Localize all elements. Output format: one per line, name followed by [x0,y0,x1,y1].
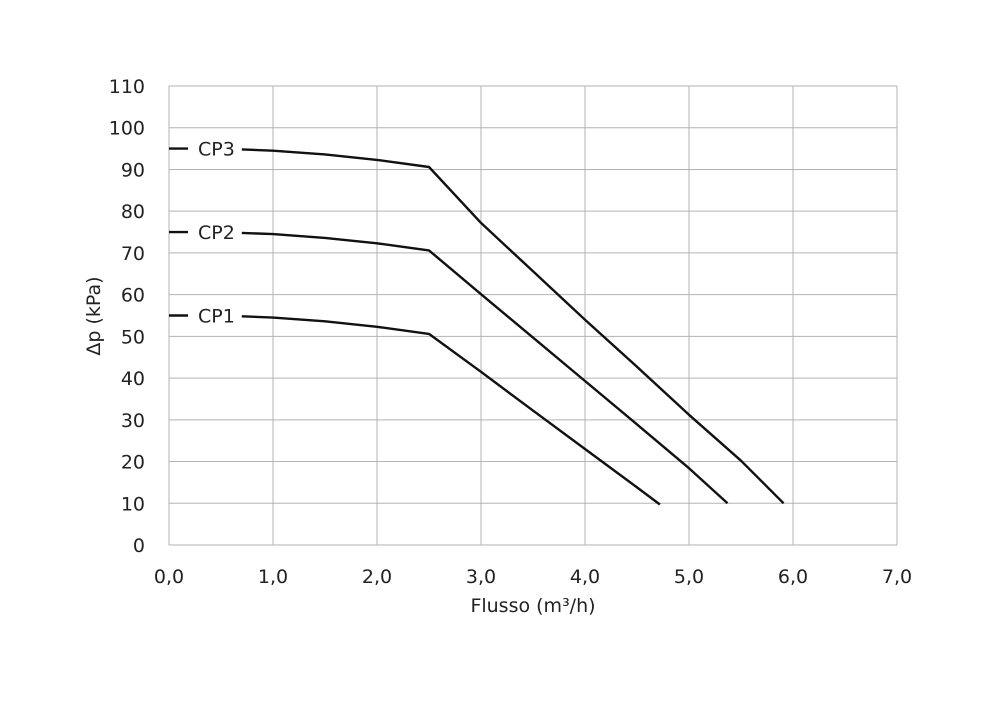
y-tick-label: 0 [133,535,145,557]
y-tick-label: 30 [121,410,145,432]
tick-labels: 0 10 20 30 40 50 60 70 80 90 100 110 0,0 1,0 2,0 3,0 4,0… [109,76,912,588]
x-tick-label: 6,0 [778,566,808,588]
series-cp1: CP1 [169,306,661,506]
series-cp3: CP3 [169,139,785,505]
y-tick-label: 10 [121,493,145,515]
x-tick-label: 3,0 [466,566,496,588]
y-tick-label: 90 [121,159,145,181]
series-cp2: CP2 [169,222,729,505]
y-tick-label: 40 [121,368,145,390]
series-group: CP1 CP2 CP3 [169,139,785,506]
y-tick-label: 50 [121,326,145,348]
series-line [241,231,729,505]
y-tick-label: 70 [121,243,145,265]
y-tick-label: 100 [109,118,145,140]
x-tick-label: 2,0 [362,566,392,588]
y-axis-title: Δp (kPa) [83,276,105,355]
series-label: CP1 [198,306,235,328]
x-axis-title: Flusso (m³/h) [470,595,595,617]
series-label: CP2 [198,222,235,244]
grid [168,85,898,546]
y-tick-label: 80 [121,201,145,223]
series-line [241,315,661,506]
x-tick-label: 4,0 [570,566,600,588]
x-tick-label: 5,0 [674,566,704,588]
y-tick-label: 20 [121,452,145,474]
series-label: CP3 [198,139,235,161]
y-tick-label: 110 [109,76,145,98]
x-tick-label: 0,0 [154,566,184,588]
y-tick-label: 60 [121,285,145,307]
x-tick-label: 1,0 [258,566,288,588]
series-line [241,148,785,505]
x-tick-label: 7,0 [882,566,912,588]
